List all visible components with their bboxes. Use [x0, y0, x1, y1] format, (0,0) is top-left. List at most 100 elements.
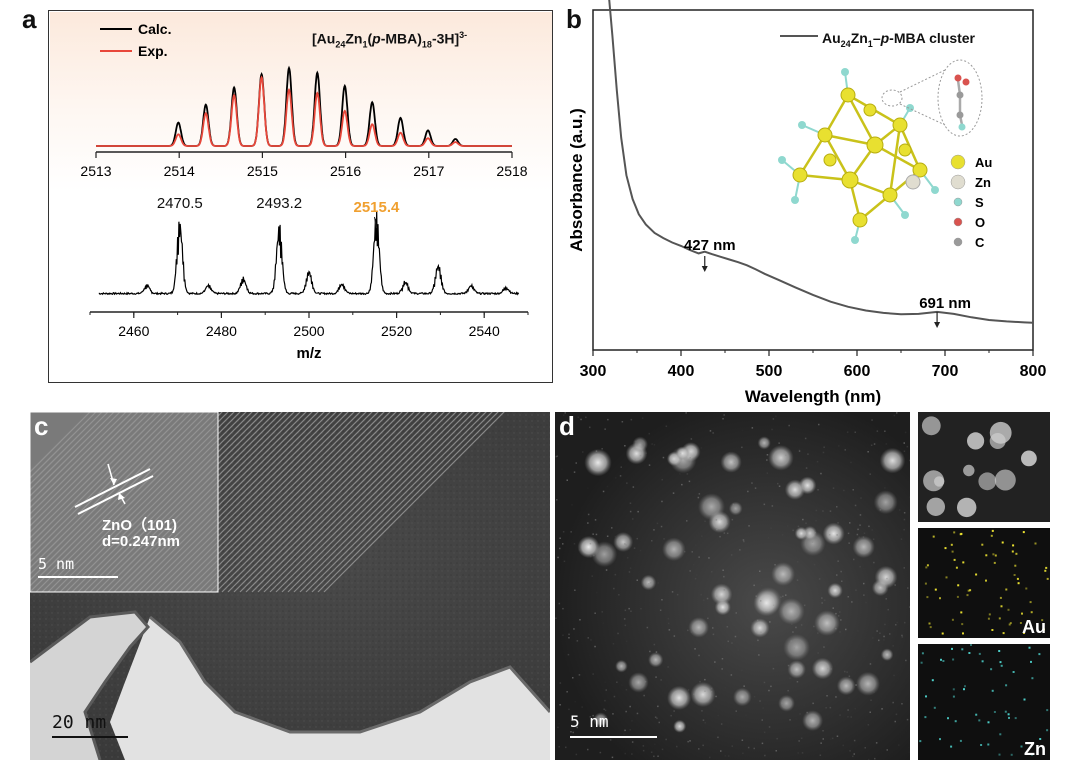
zn-signal-dot	[959, 739, 962, 742]
haadf-noise	[618, 594, 620, 596]
haadf-noise	[751, 622, 753, 624]
haadf-noise	[859, 524, 861, 526]
haadf-noise	[558, 722, 560, 725]
haadf-noise	[896, 621, 898, 624]
haadf-noise	[687, 629, 689, 632]
series-Exp.	[96, 75, 512, 147]
lattice-fringe	[227, 412, 409, 593]
lattice-fringe	[77, 412, 259, 593]
zn-signal-dot	[968, 652, 971, 654]
haadf-noise	[624, 752, 626, 755]
haadf-noise	[660, 686, 662, 688]
zn-signal-dot	[1039, 738, 1042, 740]
haadf-noise	[870, 444, 873, 446]
zn-signal-dot	[993, 711, 996, 713]
haadf-noise	[830, 668, 832, 670]
haadf-noise	[722, 418, 724, 420]
haadf-cluster	[750, 618, 770, 638]
haadf-noise	[625, 689, 628, 691]
haadf-noise	[876, 630, 878, 632]
haadf-noise	[606, 547, 608, 550]
haadf-noise	[701, 710, 703, 712]
lattice-fringe	[221, 412, 403, 593]
haadf-noise	[804, 437, 807, 440]
haadf-noise	[704, 722, 706, 724]
haadf-cluster	[688, 617, 709, 638]
haadf-noise	[827, 668, 829, 670]
haadf-noise	[621, 684, 623, 686]
haadf-noise	[698, 748, 700, 750]
haadf-noise	[721, 658, 724, 660]
haadf-noise	[778, 485, 781, 487]
haadf-cluster	[640, 574, 657, 591]
haadf-noise	[700, 453, 702, 455]
haadf-noise	[663, 538, 665, 540]
haadf-noise	[870, 699, 872, 701]
haadf-noise	[731, 518, 734, 521]
haadf-noise	[673, 635, 676, 637]
panel-b-annotations: 427 nm 691 nm	[684, 237, 971, 328]
haadf-noise	[613, 587, 615, 590]
haadf-noise	[742, 752, 744, 755]
haadf-noise	[869, 473, 871, 475]
haadf-noise	[782, 595, 784, 598]
haadf-noise	[639, 454, 642, 457]
haadf-noise	[795, 626, 797, 629]
haadf-noise	[706, 597, 709, 600]
haadf-cluster	[768, 445, 794, 471]
haadf-noise	[700, 722, 702, 724]
haadf-noise	[665, 738, 667, 741]
zn-signal-dot	[980, 744, 983, 746]
haadf-noise	[594, 519, 597, 521]
lattice-fringe	[113, 412, 295, 593]
absorbance-curve	[608, 0, 1034, 324]
haadf-noise	[848, 542, 850, 544]
haadf-noise	[631, 753, 633, 755]
haadf-noise	[879, 632, 881, 634]
au-signal-dot	[962, 632, 964, 635]
lattice-fringe	[119, 412, 301, 593]
zn-signal-dot	[951, 647, 953, 650]
haadf-noise	[847, 716, 849, 718]
atom-legend-marker	[953, 197, 963, 207]
haadf-noise	[884, 430, 886, 432]
haadf-noise	[586, 487, 589, 489]
lattice-fringe	[149, 412, 331, 593]
peak-annotation: 2493.2	[256, 195, 302, 212]
lattice-fringe	[155, 412, 337, 593]
haadf-noise	[771, 498, 774, 500]
lattice-fringe	[30, 412, 115, 497]
haadf-noise	[743, 685, 745, 687]
zn-signal-dot	[920, 661, 923, 664]
haadf-noise	[576, 726, 578, 729]
haadf-noise	[602, 490, 605, 493]
haadf-noise	[582, 451, 584, 453]
haadf-noise	[768, 689, 770, 692]
haadf-noise	[732, 503, 735, 505]
haadf-noise	[837, 615, 840, 617]
haadf-noise	[760, 584, 763, 587]
haadf-noise	[580, 418, 582, 421]
haadf-noise	[624, 609, 627, 612]
haadf-noise	[561, 468, 563, 470]
au-signal-dot	[941, 632, 944, 635]
haadf-noise	[562, 607, 564, 610]
haadf-noise	[601, 448, 603, 450]
haadf-noise	[614, 573, 617, 576]
tem-image	[30, 412, 550, 760]
haadf-noise	[743, 540, 745, 543]
haadf-noise	[725, 687, 727, 689]
haadf-noise	[667, 617, 670, 620]
haadf-noise	[661, 599, 663, 601]
haadf-noise	[849, 522, 851, 524]
haadf-noise	[851, 601, 853, 603]
haadf-noise	[883, 639, 885, 641]
haadf-noise	[752, 417, 754, 419]
haadf-noise	[797, 525, 800, 528]
haadf-cluster	[814, 610, 840, 636]
main-tick-label: 2500	[293, 323, 324, 339]
haadf-noise	[767, 536, 770, 539]
haadf-noise	[775, 750, 777, 752]
haadf-noise	[704, 690, 706, 692]
haadf-noise	[822, 451, 825, 454]
